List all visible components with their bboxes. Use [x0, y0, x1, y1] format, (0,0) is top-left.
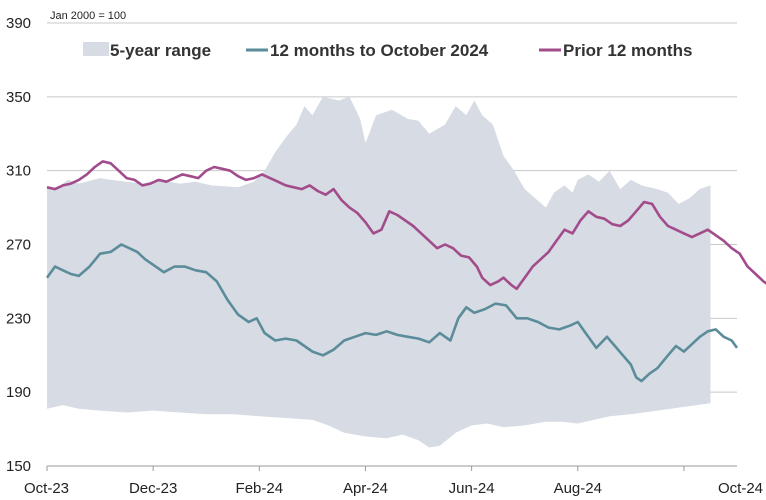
y-tick-label: 270	[6, 237, 31, 254]
x-tick-label: Oct-24	[718, 480, 763, 497]
legend-label-prior: Prior 12 months	[563, 41, 692, 60]
x-tick-label: Feb-24	[236, 480, 284, 497]
y-tick-label: 150	[6, 458, 31, 475]
x-tick-label: Dec-23	[129, 480, 177, 497]
y-axis: 150 190 230 270 310 350 390	[6, 15, 31, 475]
y-tick-label: 350	[6, 89, 31, 106]
y-tick-label: 390	[6, 15, 31, 32]
legend-swatch-range	[83, 42, 109, 56]
y-tick-label: 310	[6, 163, 31, 180]
x-axis: Oct-23 Dec-23 Feb-24 Apr-24 Jun-24 Aug-24 Oct-…	[24, 466, 763, 497]
range-area	[47, 96, 711, 448]
x-tick-label: Apr-24	[343, 480, 388, 497]
x-tick-label: Jun-24	[449, 480, 495, 497]
y-tick-label: 230	[6, 310, 31, 327]
legend-label-range: 5-year range	[110, 41, 211, 60]
legend-label-current: 12 months to October 2024	[270, 41, 489, 60]
legend: 5-year range 12 months to October 2024 Pri…	[83, 41, 692, 60]
unit-note: Jan 2000 = 100	[50, 10, 126, 22]
x-tick-label: Aug-24	[554, 480, 602, 497]
series-line-prior	[46, 160, 766, 291]
series-line-current	[45, 243, 739, 383]
x-tick-label: Oct-23	[24, 480, 69, 497]
y-tick-label: 190	[6, 384, 31, 401]
